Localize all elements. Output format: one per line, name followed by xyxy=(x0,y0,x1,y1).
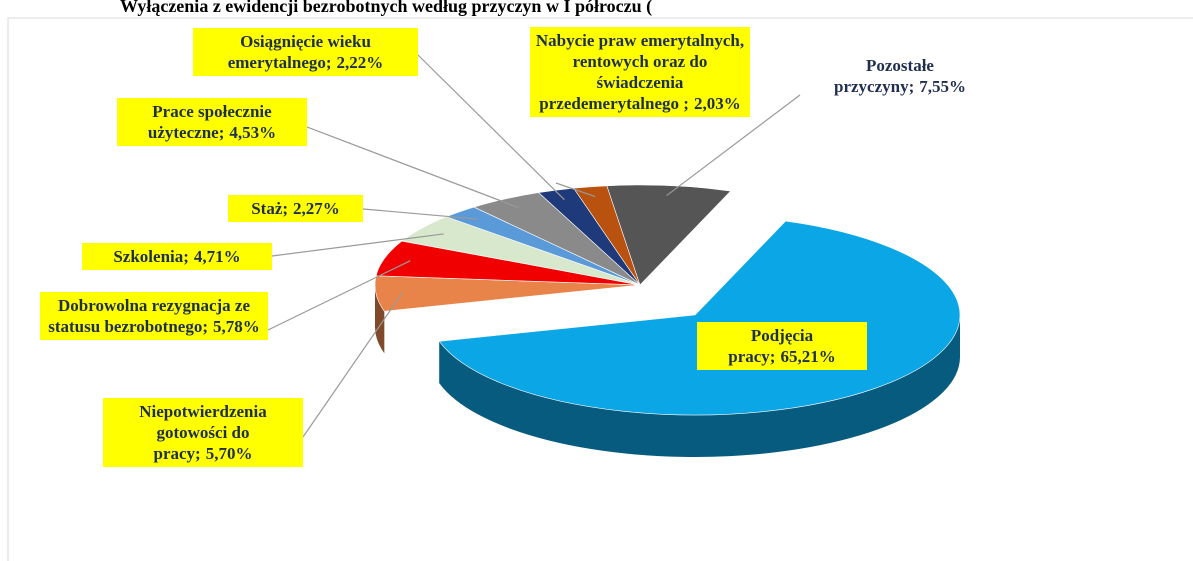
value-label: 5,70% xyxy=(205,444,253,463)
leader-line xyxy=(666,94,801,197)
value-label: 5,78% xyxy=(213,317,260,336)
data-label: Niepotwierdzenia gotowości do pracy; 5,70… xyxy=(103,398,303,467)
category-label: Prace społecznie użyteczne; xyxy=(147,102,272,142)
category-label: Podjęcia pracy; xyxy=(728,326,814,366)
data-label: Pozostałe przyczyny; 7,55% xyxy=(800,52,1000,100)
data-label: Staż; 2,27% xyxy=(228,195,363,222)
slice-side xyxy=(375,285,385,354)
category-label: Niepotwierdzenia gotowości do pracy; xyxy=(139,402,267,463)
data-label: Szkolenia; 4,71% xyxy=(82,243,272,270)
data-label: Dobrowolna rezygnacja ze statusu bezrobo… xyxy=(40,292,268,340)
data-label: Nabycie praw emerytalnych, rentowych ora… xyxy=(530,27,750,117)
category-label: Szkolenia; xyxy=(113,247,189,266)
value-label: 7,55% xyxy=(919,77,966,96)
value-label: 2,22% xyxy=(336,53,384,72)
leader-line xyxy=(306,126,519,209)
value-label: 2,03% xyxy=(693,94,741,113)
data-label: Podjęcia pracy; 65,21% xyxy=(697,322,867,370)
chart-title: Wyłączenia z ewidencji bezrobotnych wedł… xyxy=(120,0,652,17)
slice-side xyxy=(439,315,960,457)
leader-line xyxy=(555,182,596,198)
category-label: Staż; xyxy=(251,199,289,218)
value-label: 4,53% xyxy=(229,123,277,142)
leader-line xyxy=(267,260,411,331)
leader-line xyxy=(362,208,478,220)
value-label: 2,27% xyxy=(293,199,340,218)
leader-line xyxy=(302,292,403,438)
category-label: Osiągnięcie wieku emerytalnego; xyxy=(227,32,371,72)
data-label: Prace społecznie użyteczne; 4,53% xyxy=(117,98,307,146)
leader-line xyxy=(271,233,444,257)
value-label: 65,21% xyxy=(780,347,836,366)
slice xyxy=(606,184,732,286)
category-label: Dobrowolna rezygnacja ze statusu bezrobo… xyxy=(48,296,250,336)
data-label: Osiągnięcie wieku emerytalnego; 2,22% xyxy=(193,28,418,76)
leader-line xyxy=(417,54,565,201)
value-label: 4,71% xyxy=(193,247,241,266)
category-label: Pozostałe przyczyny; xyxy=(833,56,934,96)
chart-frame xyxy=(7,17,1193,561)
category-label: Nabycie praw emerytalnych, rentowych ora… xyxy=(535,31,745,113)
